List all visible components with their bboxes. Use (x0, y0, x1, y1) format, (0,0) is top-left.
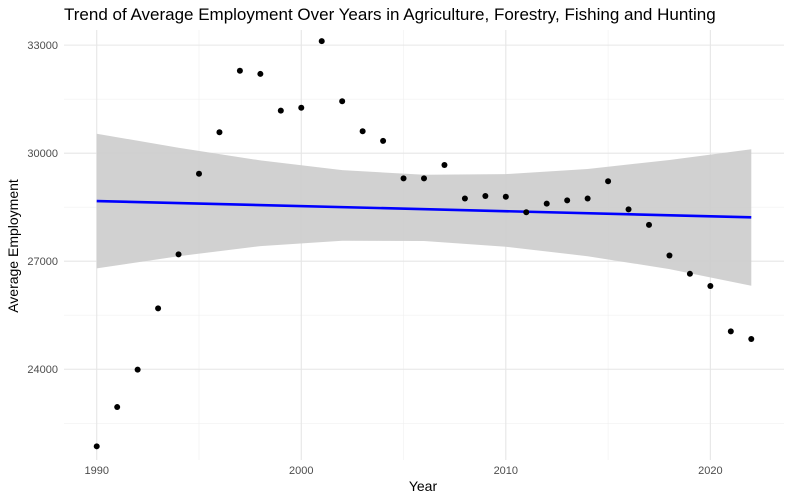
data-point (359, 128, 366, 135)
data-point (482, 193, 489, 200)
trend-line (96, 199, 752, 219)
data-point (605, 178, 612, 185)
data-point (564, 197, 571, 204)
data-point (175, 251, 182, 258)
data-point (93, 443, 100, 450)
data-points (93, 38, 755, 450)
data-point (236, 67, 243, 74)
data-point (421, 175, 427, 182)
data-point (686, 270, 693, 277)
data-point (339, 98, 346, 105)
data-point (584, 195, 591, 202)
x-tick-label: 2020 (698, 465, 722, 477)
data-point (625, 206, 632, 213)
data-point (114, 404, 121, 411)
x-axis-title: Year (409, 478, 438, 494)
data-point (216, 129, 223, 136)
data-point (318, 38, 325, 45)
y-axis-title: Average Employment (5, 179, 21, 313)
data-point (666, 252, 673, 259)
y-axis-ticks: 24000 27000 30000 33000 (27, 40, 58, 376)
data-point (441, 162, 448, 169)
data-point (134, 366, 141, 373)
y-tick-label: 30000 (27, 148, 58, 160)
y-tick-label: 27000 (27, 256, 58, 268)
data-point (196, 170, 202, 177)
data-point (707, 283, 714, 290)
data-point (277, 107, 284, 114)
data-point (400, 175, 407, 182)
x-axis-ticks: 1990 2000 2010 2020 (84, 465, 722, 477)
data-point (257, 70, 264, 77)
data-point (727, 328, 734, 335)
data-point (523, 209, 530, 216)
y-tick-label: 33000 (27, 40, 58, 52)
data-point (380, 137, 387, 144)
data-point (502, 193, 509, 200)
x-tick-label: 1990 (84, 465, 108, 477)
chart-title: Trend of Average Employment Over Years i… (64, 5, 716, 24)
data-point (155, 305, 162, 312)
data-point (748, 335, 755, 342)
x-tick-label: 2000 (289, 465, 313, 477)
data-point (543, 200, 550, 207)
data-point (461, 195, 468, 202)
data-point (298, 104, 305, 111)
y-tick-label: 24000 (27, 364, 58, 376)
x-tick-label: 2010 (494, 465, 518, 477)
data-point (646, 221, 652, 228)
